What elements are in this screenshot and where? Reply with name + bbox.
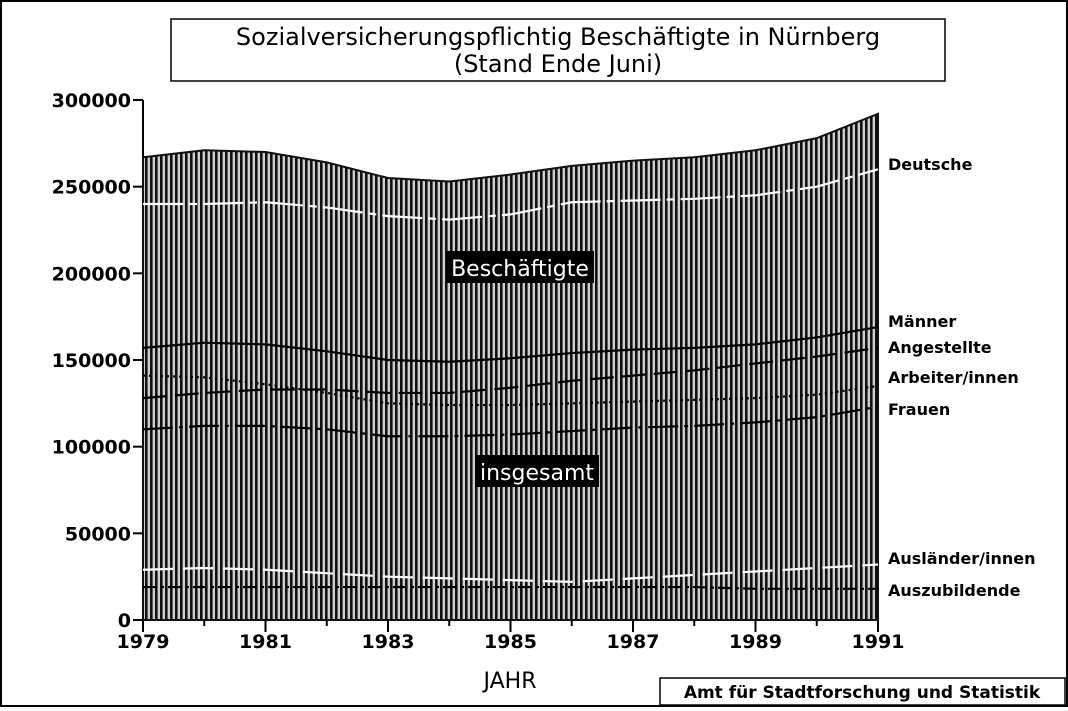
- series-line: [143, 585, 878, 590]
- series-line: [142, 405, 879, 438]
- area-label-text: insgesamt: [480, 461, 594, 486]
- y-tick-label: 100000: [52, 437, 131, 459]
- area-label-bg: [474, 455, 600, 487]
- y-tick-label: 200000: [52, 263, 131, 285]
- series-line: [142, 563, 879, 583]
- x-tick-label: 1981: [239, 631, 292, 653]
- area-label-bg: [446, 251, 594, 283]
- y-tick-label: 150000: [52, 350, 131, 372]
- source-box: [659, 677, 1066, 706]
- title-box: [170, 18, 946, 82]
- y-tick-label: 300000: [52, 90, 131, 112]
- chart-title: Sozialversicherungspflichtig Beschäftigt…: [236, 23, 880, 51]
- chart-subtitle: (Stand Ende Juni): [454, 50, 662, 78]
- area-label-text: Beschäftigte: [451, 257, 589, 282]
- x-tick-label: 1979: [117, 631, 170, 653]
- series-line: [142, 325, 879, 363]
- x-tick-label: 1985: [484, 631, 537, 653]
- x-tick-label: 1987: [607, 631, 660, 653]
- x-tick-label: 1989: [729, 631, 782, 653]
- series-label: Angestellte: [888, 338, 992, 357]
- x-axis-label: JAHR: [482, 669, 537, 694]
- y-tick-label: 50000: [65, 523, 131, 545]
- series-label: Frauen: [888, 400, 950, 419]
- y-tick-label: 250000: [52, 177, 131, 199]
- plot: 0 50000 100000 150000 200000 250000 300000 1979…: [52, 90, 1036, 653]
- series-label: Deutsche: [888, 155, 973, 174]
- x-tick-label: 1991: [852, 631, 905, 653]
- y-tick-label: 0: [118, 610, 131, 632]
- series-label: Männer: [888, 312, 956, 331]
- series-label: Ausländer/innen: [888, 549, 1036, 568]
- series-line: [143, 168, 879, 221]
- area-label: insgesamt: [474, 455, 600, 487]
- series-label: Auszubildende: [888, 581, 1021, 600]
- series-label: Arbeiter/innen: [888, 368, 1019, 387]
- source: Amt für Stadtforschung und Statistik: [684, 683, 1041, 703]
- area: [142, 112, 879, 621]
- x-tick-label: 1983: [362, 631, 415, 653]
- area-label: Beschäftigte: [446, 251, 594, 283]
- series-line: [142, 346, 879, 400]
